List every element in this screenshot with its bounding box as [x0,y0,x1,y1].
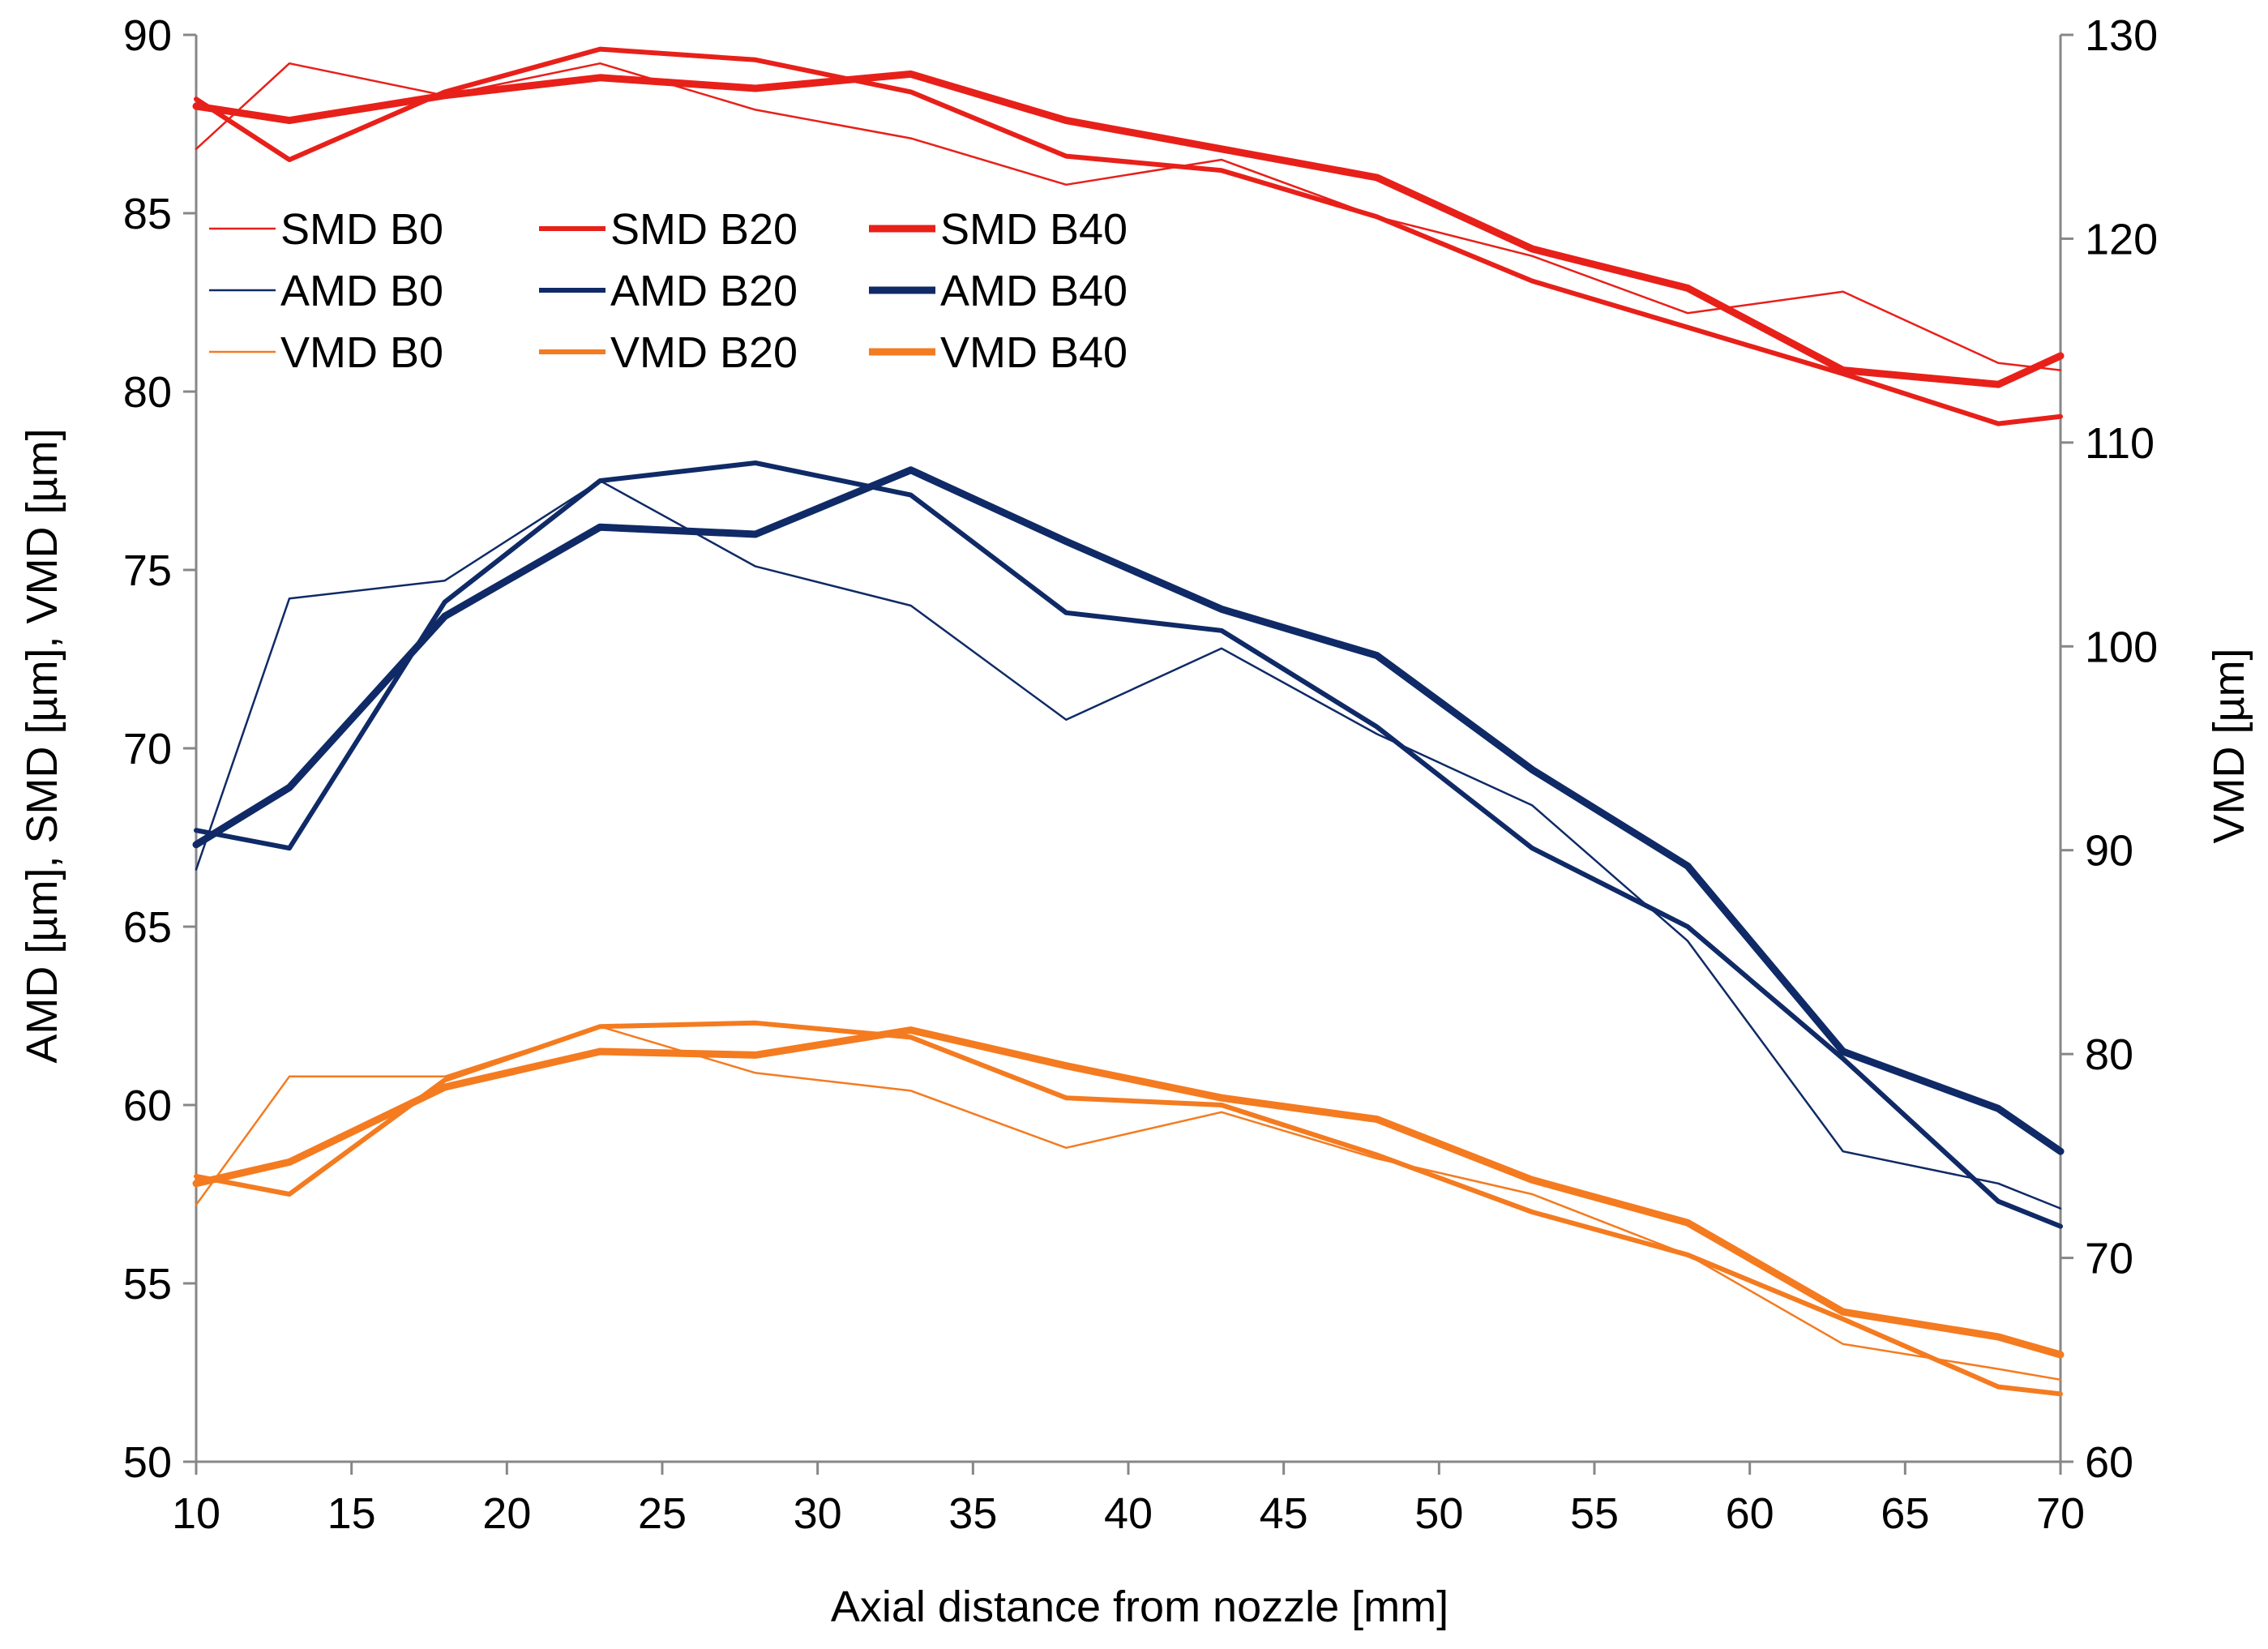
y-tick-label: 70 [123,725,172,773]
legend-label: SMD B20 [610,205,798,254]
legend-item: AMD B20 [539,267,798,315]
series-line-vmd-b0 [195,1025,2062,1381]
y-tick-label: 75 [123,546,172,595]
legend-item: SMD B40 [869,205,1128,254]
x-tick-label: 50 [1414,1489,1463,1538]
x-axis-title: Axial distance from nozzle [mm] [831,1583,1449,1631]
y2-tick-label: 70 [2085,1235,2133,1283]
legend: SMD B0 SMD B20 SMD B40 AMD B0 AMD B20 AMD B40… [209,205,1128,377]
legend-label: VMD B0 [280,328,443,377]
y-axis-title: AMD [µm], SMD [µm], VMD [µm] [18,428,66,1063]
series-line-amd-b20 [194,460,2063,1229]
series-line-smd-b40 [192,70,2065,388]
legend-label: AMD B40 [940,267,1128,315]
y2-tick-label: 90 [2085,827,2133,876]
y2-tick-label: 120 [2085,215,2158,263]
legend-label: SMD B0 [280,205,443,254]
y-tick-label: 80 [123,368,172,417]
legend-item: VMD B0 [209,328,443,377]
legend-item: AMD B40 [869,267,1128,315]
legend-label: SMD B40 [940,205,1128,254]
axes [195,35,2062,1463]
x-tick-label: 65 [1881,1489,1929,1538]
x-tick-label: 10 [172,1489,220,1538]
y2-tick-label: 60 [2085,1438,2133,1487]
series-line-vmd-b40 [192,1026,2065,1359]
y2-tick-label: 100 [2085,623,2158,671]
y-tick-label: 55 [123,1260,172,1308]
legend-item: SMD B20 [539,205,798,254]
series-line-smd-b20 [194,46,2063,426]
y-tick-label: 90 [123,11,172,60]
legend-label: VMD B40 [940,328,1128,377]
series-line-amd-b0 [195,479,2062,1210]
x-tick-label: 35 [948,1489,997,1538]
legend-label: VMD B20 [610,328,798,377]
y2-tick-label: 130 [2085,11,2158,60]
series-line-smd-b0 [195,62,2062,371]
series-layer [192,46,2065,1397]
y-tick-label: 65 [123,903,172,952]
x-tick-label: 45 [1260,1489,1308,1538]
legend-item: AMD B0 [209,267,443,315]
y-tick-label: 85 [123,190,172,238]
ticks: 10 15 20 25 30 35 40 45 50 55 60 65 70 50 55 60 65 70 75 80… [123,11,2158,1538]
legend-label: AMD B0 [280,267,443,315]
legend-item: VMD B40 [869,328,1128,377]
y2-tick-label: 80 [2085,1030,2133,1079]
x-tick-label: 15 [327,1489,376,1538]
x-tick-label: 30 [794,1489,842,1538]
y2-tick-label: 110 [2085,419,2155,468]
x-tick-label: 70 [2036,1489,2085,1538]
series-line-vmd-b20 [194,1020,2063,1397]
x-tick-label: 25 [638,1489,687,1538]
y-tick-label: 50 [123,1438,172,1487]
x-tick-label: 40 [1104,1489,1153,1538]
x-tick-label: 55 [1570,1489,1619,1538]
legend-item: SMD B0 [209,205,443,254]
x-tick-label: 60 [1726,1489,1774,1538]
y-tick-label: 60 [123,1081,172,1130]
series-line-amd-b40 [192,466,2065,1155]
y2-axis-title: VMD [µm] [2205,648,2253,843]
legend-label: AMD B20 [610,267,798,315]
legend-item: VMD B20 [539,328,798,377]
x-tick-label: 20 [482,1489,531,1538]
